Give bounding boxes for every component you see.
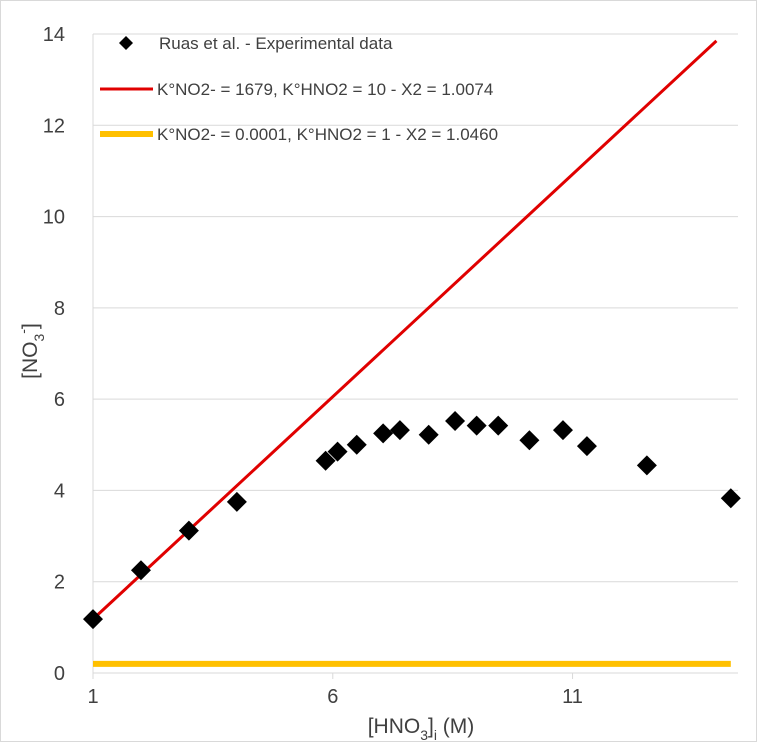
data-point-marker	[315, 450, 336, 471]
legend-entry-label: K°NO2- = 0.0001, K°HNO2 = 1 - X2 = 1.046…	[157, 125, 498, 144]
legend-entry-label: K°NO2- = 1679, K°HNO2 = 10 - X2 = 1.0074	[157, 80, 493, 99]
data-point-marker	[418, 424, 439, 445]
y-tick-label: 8	[54, 298, 65, 320]
x-axis-title: [HNO3]i (M)	[368, 715, 475, 741]
y-tick-label: 12	[43, 115, 65, 137]
data-point-marker	[519, 430, 540, 451]
gridlines	[93, 33, 738, 583]
data-point-marker	[373, 423, 394, 444]
series-line-1	[91, 39, 718, 621]
data-point-marker	[488, 415, 509, 436]
data-point-marker	[466, 415, 487, 436]
data-point-marker	[576, 436, 597, 457]
legend-marker-diamond	[119, 36, 133, 50]
legend-entry-label: Ruas et al. - Experimental data	[159, 34, 393, 53]
data-point-marker	[346, 434, 367, 455]
x-tick-label: 11	[562, 686, 583, 708]
y-tick-label: 14	[43, 24, 65, 46]
data-point-marker	[327, 441, 348, 462]
data-point-marker	[552, 420, 573, 441]
data-point-marker	[636, 455, 657, 476]
y-tick-label: 0	[54, 663, 65, 685]
series	[83, 39, 741, 667]
x-tick-label: 6	[327, 686, 338, 708]
data-point-marker	[178, 520, 199, 541]
y-tick-label: 2	[54, 572, 65, 594]
legend: Ruas et al. - Experimental data K°NO2- = …	[100, 34, 498, 144]
y-tick-label: 4	[54, 480, 65, 502]
data-point-marker	[130, 560, 151, 581]
x-tick-label: 1	[87, 686, 98, 708]
y-tick-label: 6	[54, 389, 65, 411]
data-point-marker	[720, 488, 741, 509]
data-point-marker	[445, 411, 466, 432]
y-axis-title: [NO3-]	[15, 323, 47, 379]
data-point-marker	[389, 420, 410, 441]
data-point-marker	[83, 609, 103, 630]
y-axis: 0 2 4 6 8 10 12 14	[43, 24, 94, 685]
y-tick-label: 10	[43, 207, 65, 229]
x-axis: 1 6 11	[87, 672, 738, 708]
data-point-marker	[226, 491, 247, 512]
